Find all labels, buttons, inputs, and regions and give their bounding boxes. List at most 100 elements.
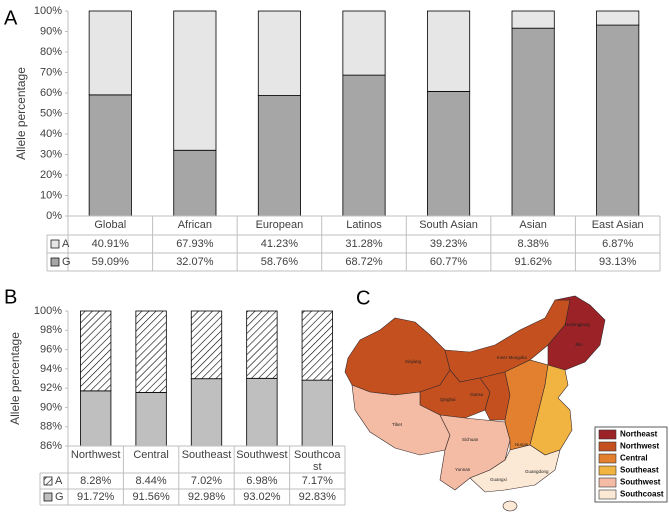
y-tick-label: 30%	[40, 148, 62, 160]
x-tick-label: African	[177, 219, 212, 231]
bar-segment	[342, 74, 386, 217]
bar-segment	[80, 390, 112, 447]
table-value: 67.93%	[176, 238, 214, 250]
legend-label: A	[62, 238, 70, 250]
y-tick-label: 98%	[40, 324, 62, 336]
province-label: Guangdong	[525, 469, 549, 474]
legend-swatch	[43, 492, 53, 502]
bar-segment	[190, 310, 223, 380]
bar-segment	[257, 95, 301, 217]
table-value: 68.72%	[345, 256, 383, 268]
y-tick-label: 80%	[40, 46, 62, 58]
y-tick-label: 90%	[40, 401, 62, 413]
x-tick-label: European	[255, 219, 304, 231]
legend-label: G	[55, 491, 64, 503]
bar-segment	[135, 391, 167, 447]
panel-label: C	[356, 287, 370, 309]
x-tick-label: Northwest	[70, 449, 121, 461]
bar-segment	[511, 27, 555, 217]
x-tick-label: Central	[133, 449, 169, 461]
table-value: 40.91%	[92, 238, 130, 250]
table-value: 91.62%	[514, 256, 552, 268]
table-value: 93.13%	[599, 256, 637, 268]
bar-segment	[173, 149, 217, 217]
table-value: 91.56%	[132, 491, 170, 503]
x-tick-label: Southwest	[236, 449, 288, 461]
y-tick-label: 94%	[40, 363, 62, 375]
y-tick-label: 86%	[40, 440, 62, 452]
province-label: Guangxi	[490, 477, 507, 482]
table-value: 8.28%	[80, 475, 111, 487]
y-tick-label: 0%	[46, 210, 62, 222]
x-tick-label: South Asian	[419, 219, 478, 231]
province-label: Qinghai	[440, 397, 456, 402]
map-region	[344, 317, 451, 396]
map: Xinjiang Tibet Qinghai Inner Mongolia He…	[344, 295, 606, 512]
map-legend-swatch	[598, 453, 617, 464]
table-value: 92.83%	[299, 491, 337, 503]
y-tick-label: 70%	[40, 66, 62, 78]
table-value: 8.44%	[135, 475, 166, 487]
map-legend-label: Central	[620, 454, 648, 463]
table-value: 60.77%	[430, 256, 468, 268]
y-tick-label: 92%	[40, 382, 62, 394]
map-legend-label: Northeast	[620, 430, 658, 439]
map-legend-label: Southeast	[620, 466, 659, 475]
bar-segment	[342, 10, 386, 76]
table-value: 92.98%	[188, 491, 226, 503]
map-legend-swatch	[598, 465, 617, 476]
legend-swatch	[50, 239, 60, 249]
table-value: 93.02%	[243, 491, 281, 503]
table-value: 6.98%	[246, 475, 277, 487]
x-tick-label: Global	[94, 219, 127, 231]
panel-label: A	[4, 7, 18, 29]
province-label: Gansu	[470, 392, 484, 397]
province-label: Xinjiang	[405, 359, 422, 364]
bar-segment	[80, 310, 112, 392]
map-legend-swatch	[598, 429, 617, 440]
x-tick-label: Southcoast	[294, 449, 341, 473]
legend-swatch	[50, 257, 60, 267]
map-legend-label: Southcoast	[620, 490, 664, 499]
map-legend-label: Southwest	[620, 478, 661, 487]
legend-label: A	[55, 475, 63, 487]
table-value: 32.07%	[176, 256, 214, 268]
x-tick-label: Asian	[519, 219, 547, 231]
bar-segment	[135, 310, 167, 393]
bar-segment	[511, 10, 555, 29]
y-tick-label: 40%	[40, 128, 62, 140]
map-legend-swatch	[598, 441, 617, 452]
y-tick-label: 20%	[40, 169, 62, 181]
map-legend-swatch	[598, 489, 617, 500]
x-tick-label: Southeast	[181, 449, 232, 461]
map-legend-swatch	[598, 477, 617, 488]
y-tick-label: 60%	[40, 87, 62, 99]
bar-segment	[427, 10, 471, 92]
y-tick-label: 10%	[40, 189, 62, 201]
table-value: 7.17%	[302, 475, 333, 487]
legend-swatch	[43, 476, 53, 486]
map-legend-label: Northwest	[620, 442, 659, 451]
table-value: 58.76%	[261, 256, 299, 268]
province-label: Yunnan	[455, 467, 471, 472]
y-tick-label: 90%	[40, 25, 62, 37]
bar-segment	[257, 10, 301, 96]
table-value: 8.38%	[518, 238, 549, 250]
map-region	[502, 500, 518, 512]
province-label: Sichuan	[462, 437, 479, 442]
map-region	[469, 444, 561, 493]
table-value: 59.09%	[92, 256, 130, 268]
y-axis-label: Allele percentage	[8, 332, 22, 425]
bar-segment	[301, 310, 333, 381]
y-tick-label: 96%	[40, 343, 62, 355]
province-label: Hunan	[515, 442, 529, 447]
y-tick-label: 88%	[40, 421, 62, 433]
y-tick-label: 100%	[34, 305, 62, 317]
bar-segment	[88, 10, 132, 96]
table-value: 6.87%	[602, 238, 633, 250]
bar-segment	[190, 378, 223, 447]
bar-segment	[301, 379, 333, 447]
province-label: Jilin	[575, 342, 583, 347]
bar-segment	[88, 94, 132, 217]
